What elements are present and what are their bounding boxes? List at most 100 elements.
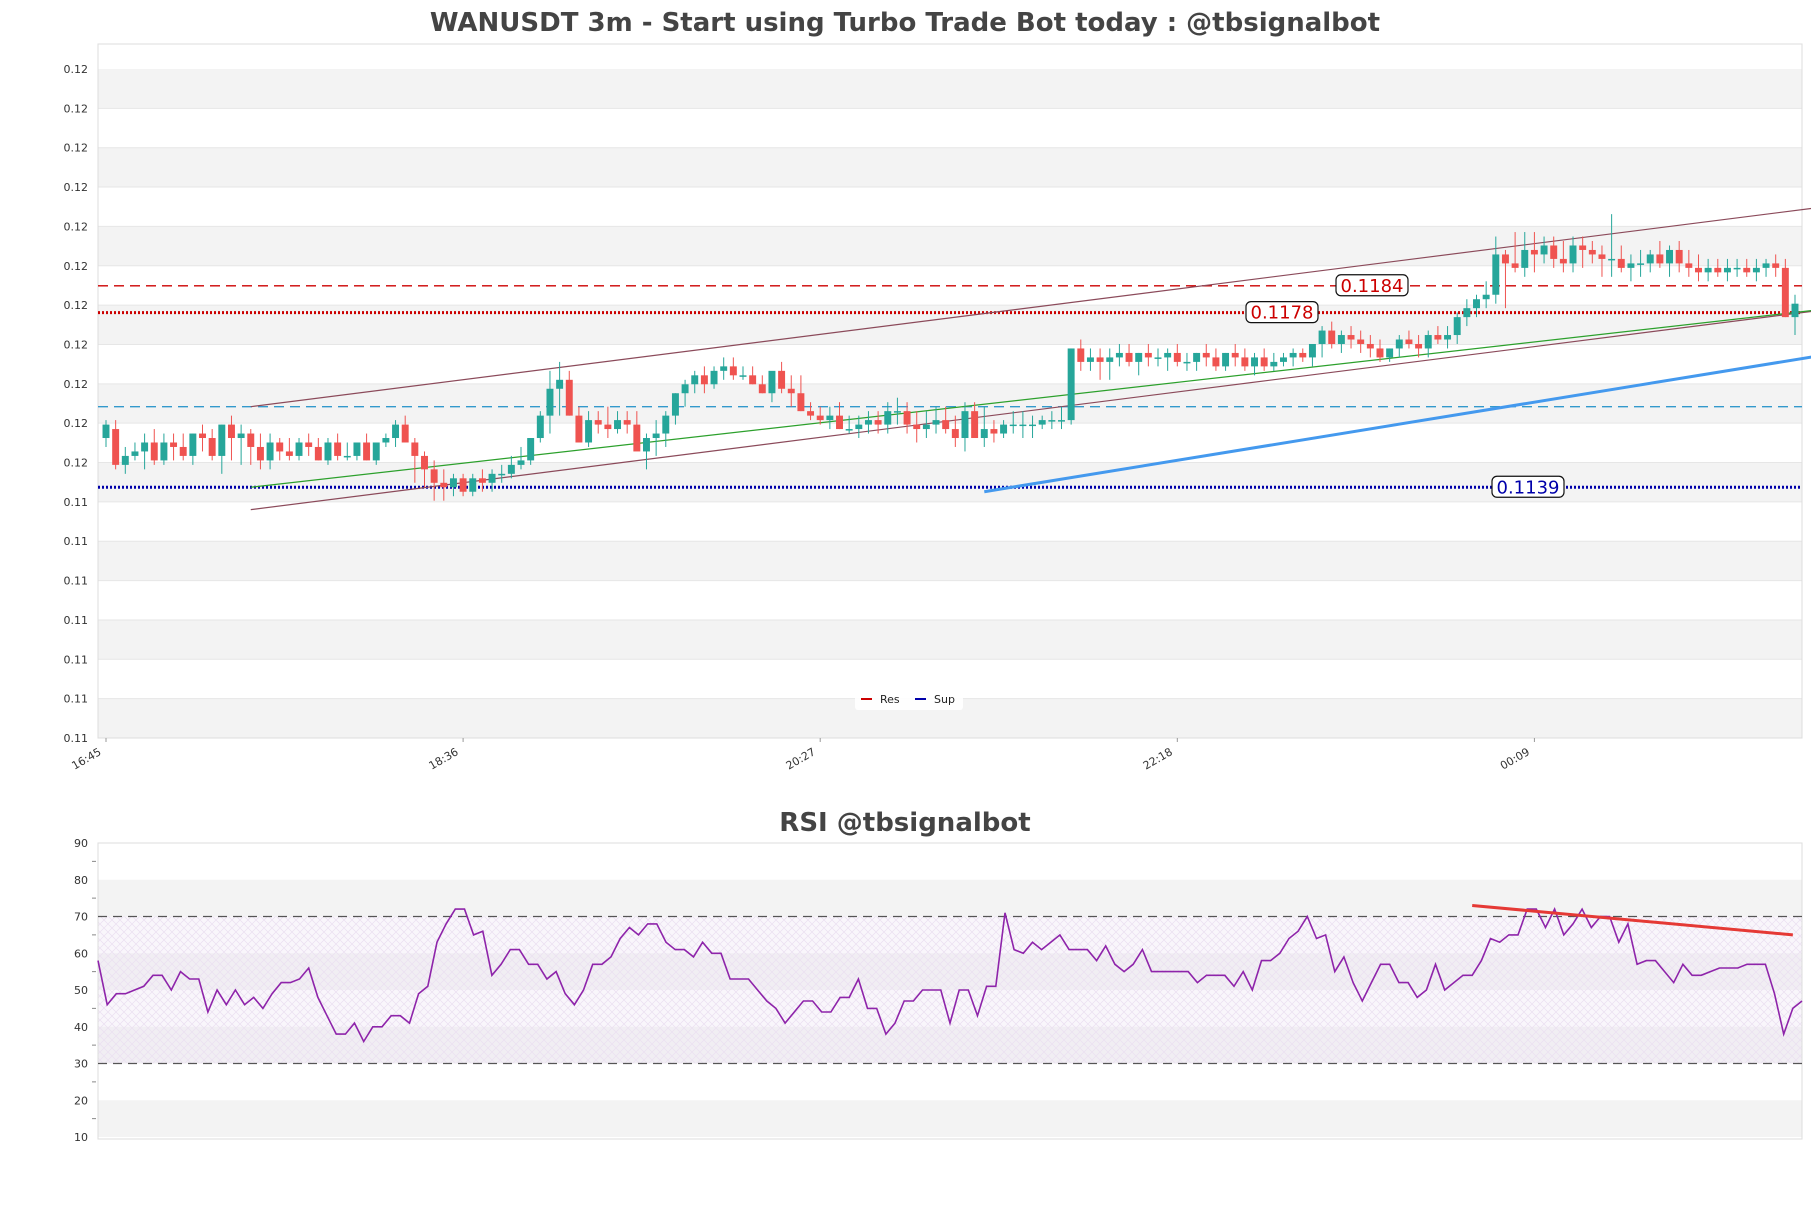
candle-body xyxy=(1617,258,1625,268)
price-y-tick-label: 0.11 xyxy=(64,496,89,509)
candle-body xyxy=(170,442,178,447)
candle-body xyxy=(1598,254,1606,259)
candle-body xyxy=(1386,348,1394,358)
candle-body xyxy=(1492,254,1500,295)
rsi-y-tick-label: 10 xyxy=(74,1131,88,1144)
trend-line-channel-upper xyxy=(250,207,1811,408)
price-y-tick-label: 0.11 xyxy=(64,614,89,627)
candle-body xyxy=(1540,245,1548,255)
rsi-chart-title: RSI @tbsignalbot xyxy=(779,808,1030,838)
candle-body xyxy=(1154,357,1162,359)
price-band xyxy=(98,305,1802,345)
candle-body xyxy=(141,442,149,452)
candle-body xyxy=(594,420,602,425)
candle-body xyxy=(1173,352,1181,362)
price-band xyxy=(98,619,1802,660)
candle-body xyxy=(546,388,554,416)
price-y-tick-label: 0.11 xyxy=(64,653,89,666)
candle-body xyxy=(527,438,535,461)
rsi-trend-line xyxy=(1472,903,1793,937)
legend: Res Sup xyxy=(855,688,963,710)
candle-body xyxy=(575,415,583,443)
candle-body xyxy=(1444,335,1452,340)
candle-body xyxy=(237,433,245,439)
candle-body xyxy=(1058,420,1065,422)
candle-body xyxy=(700,375,708,385)
candle-body xyxy=(884,411,892,425)
price-y-tick-label: 0.11 xyxy=(64,535,89,548)
candle-body xyxy=(1202,352,1210,358)
candle-body xyxy=(671,393,679,416)
candle-body xyxy=(1733,267,1741,270)
price-background-bands xyxy=(98,69,1802,739)
candle-body xyxy=(739,375,747,377)
candle-body xyxy=(1675,249,1683,264)
candle-body xyxy=(1366,343,1374,349)
price-y-tick-label: 0.12 xyxy=(64,142,89,155)
candle-body xyxy=(1222,352,1230,367)
candle-body xyxy=(836,415,843,430)
candle-body xyxy=(1704,267,1712,273)
candle-body xyxy=(778,370,786,389)
candle-body xyxy=(1212,357,1220,367)
candle-body xyxy=(1743,267,1751,273)
candle-body xyxy=(681,384,689,394)
candle-body xyxy=(768,370,776,394)
candle-body xyxy=(1000,424,1008,434)
candle-body xyxy=(343,455,351,458)
rsi-background-bands xyxy=(98,879,1802,1137)
candle-body xyxy=(1752,267,1760,273)
price-x-tick-label: 16:45 xyxy=(70,745,104,772)
candle-body xyxy=(1144,352,1152,358)
rsi-y-tick-label: 20 xyxy=(74,1094,88,1107)
candle-body xyxy=(980,429,988,439)
candle-body xyxy=(1067,348,1075,421)
candle-body xyxy=(1772,263,1780,268)
candle-body xyxy=(1424,335,1432,349)
candle-body xyxy=(1270,361,1278,367)
rsi-neutral-zone xyxy=(98,916,1802,1064)
price-y-tick-label: 0.12 xyxy=(64,338,89,351)
candle-body xyxy=(1328,330,1336,344)
candle-body xyxy=(720,366,728,371)
candle-body xyxy=(893,411,901,413)
candle-body xyxy=(1434,335,1442,340)
candle-body xyxy=(864,420,872,425)
candle-body xyxy=(1482,294,1490,300)
candle-body xyxy=(623,420,631,425)
candle-body xyxy=(478,478,486,483)
candle-body xyxy=(961,411,969,439)
candle-body xyxy=(1453,317,1461,336)
candle-body xyxy=(131,451,139,456)
candle-body xyxy=(990,429,998,434)
price-y-tick-label: 0.12 xyxy=(64,417,89,430)
price-x-tick-label: 00:09 xyxy=(1498,745,1532,772)
rsi-series xyxy=(97,907,1803,1044)
candle-body xyxy=(334,442,342,456)
candle-body xyxy=(1231,352,1239,358)
candle-body xyxy=(614,420,622,430)
price-plot-frame xyxy=(97,43,1803,739)
candle-body xyxy=(1646,254,1654,264)
candle-body xyxy=(874,420,882,425)
candle-body xyxy=(1106,357,1114,362)
candle-body xyxy=(1463,308,1471,318)
legend-sup-label: Sup xyxy=(934,693,955,706)
candle-body xyxy=(951,429,959,439)
candle-body xyxy=(1038,420,1046,425)
candle-body xyxy=(440,482,448,488)
price-x-tick-label: 18:36 xyxy=(427,745,461,772)
candles xyxy=(102,214,1799,501)
candle-body xyxy=(1395,339,1403,349)
candle-body xyxy=(1579,245,1587,250)
rsi-band xyxy=(98,1100,1802,1137)
candle-body xyxy=(1347,335,1355,340)
candle-body xyxy=(1405,339,1413,344)
candle-body xyxy=(556,379,564,389)
candle-body xyxy=(691,375,699,385)
candle-body xyxy=(507,464,515,474)
candle-body xyxy=(913,424,921,430)
candle-body xyxy=(295,442,303,456)
candle-body xyxy=(787,388,795,394)
candle-body xyxy=(112,429,120,465)
